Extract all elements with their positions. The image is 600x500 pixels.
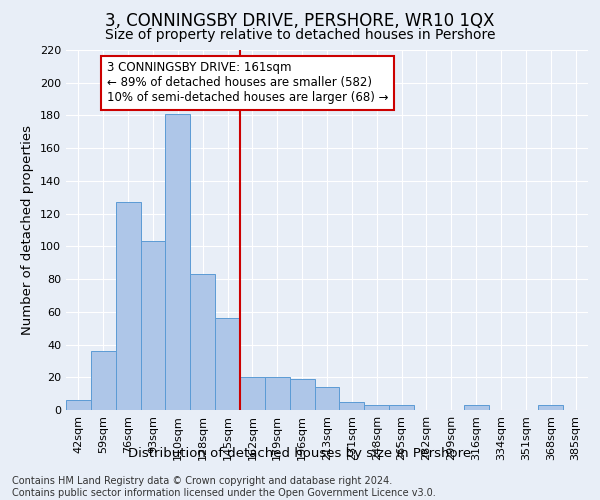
Text: Size of property relative to detached houses in Pershore: Size of property relative to detached ho… bbox=[105, 28, 495, 42]
Bar bbox=[265, 378, 290, 410]
Bar bbox=[140, 242, 166, 410]
Bar bbox=[290, 379, 314, 410]
Text: 3, CONNINGSBY DRIVE, PERSHORE, WR10 1QX: 3, CONNINGSBY DRIVE, PERSHORE, WR10 1QX bbox=[106, 12, 494, 30]
Bar bbox=[116, 202, 140, 410]
Bar bbox=[240, 378, 265, 410]
Bar bbox=[538, 405, 563, 410]
Bar bbox=[166, 114, 190, 410]
Bar bbox=[190, 274, 215, 410]
Y-axis label: Number of detached properties: Number of detached properties bbox=[22, 125, 34, 335]
Bar bbox=[389, 405, 414, 410]
Bar bbox=[66, 400, 91, 410]
Bar bbox=[91, 351, 116, 410]
Bar bbox=[314, 387, 340, 410]
Text: Contains HM Land Registry data © Crown copyright and database right 2024.
Contai: Contains HM Land Registry data © Crown c… bbox=[12, 476, 436, 498]
Text: 3 CONNINGSBY DRIVE: 161sqm
← 89% of detached houses are smaller (582)
10% of sem: 3 CONNINGSBY DRIVE: 161sqm ← 89% of deta… bbox=[107, 62, 389, 104]
Bar bbox=[464, 405, 488, 410]
Bar bbox=[364, 405, 389, 410]
Bar bbox=[215, 318, 240, 410]
Text: Distribution of detached houses by size in Pershore: Distribution of detached houses by size … bbox=[128, 448, 472, 460]
Bar bbox=[340, 402, 364, 410]
